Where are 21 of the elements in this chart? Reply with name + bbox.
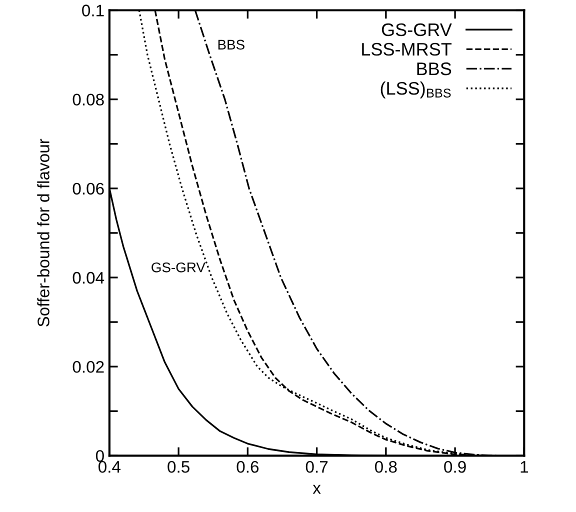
x-axis-title: x	[312, 484, 321, 494]
legend-label: GS-GRV	[382, 23, 452, 36]
legend-label: LSS-MRST	[362, 42, 452, 56]
x-tick-label: 0.7	[306, 460, 328, 473]
y-tick-label: 0.06	[72, 182, 104, 195]
annotation: GS-GRV	[152, 262, 206, 272]
x-tick-label: 0.6	[236, 460, 259, 473]
y-tick-label: 0.04	[72, 272, 104, 284]
legend-label: (LSS)$_{BBS}$	[380, 81, 451, 98]
x-tick-label: 0.9	[444, 460, 466, 473]
y-axis-title: Soffer-bound for d flavour	[37, 138, 50, 327]
y-tick-label: 0	[96, 450, 104, 462]
y-tick-label: 0.08	[72, 94, 104, 106]
x-tick-label: 1	[520, 461, 528, 473]
legend-label: BBS	[417, 62, 452, 76]
x-tick-label: 0.8	[374, 460, 397, 473]
y-tick-label: 0.02	[72, 360, 104, 373]
x-tick-label: 0.4	[98, 460, 121, 473]
x-tick-label: 0.5	[168, 460, 190, 473]
y-tick-label: 0.1	[82, 4, 104, 16]
annotation: BBS	[218, 40, 244, 50]
